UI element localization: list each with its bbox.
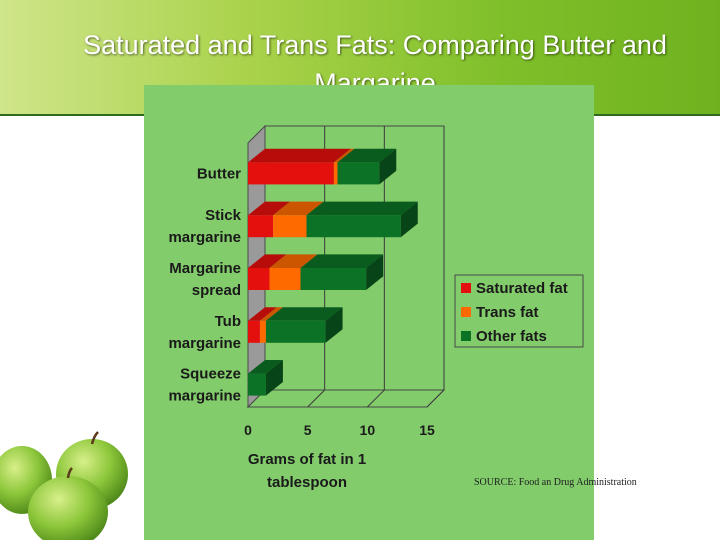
legend-swatch xyxy=(461,283,471,293)
bar-end xyxy=(265,360,283,396)
bar-segment xyxy=(248,268,270,290)
slide-title: Saturated and Trans Fats: Comparing Butt… xyxy=(83,30,667,98)
fat-comparison-chart: 0 5 10 15 Grams of fat in 1 tablespoon Butter S… xyxy=(168,124,584,491)
category-label: Stick xyxy=(205,207,242,224)
bar-segment xyxy=(248,162,334,185)
bar-segment xyxy=(259,320,266,343)
bar-top xyxy=(248,201,291,216)
x-axis-title: Grams of fat in 1 xyxy=(248,451,366,468)
bar-segment xyxy=(300,268,367,290)
bar-top xyxy=(265,307,343,321)
legend-label: Saturated fat xyxy=(476,280,568,297)
bars-layer xyxy=(248,148,418,396)
source-note: SOURCE: Food an Drug Administration xyxy=(474,477,637,488)
bar-top xyxy=(248,307,277,321)
bar-segment xyxy=(248,373,266,396)
category-label: Squeeze xyxy=(180,366,241,383)
x-tick-label: 10 xyxy=(360,422,376,438)
category-label: Tub xyxy=(215,313,241,330)
x-tick-label: 5 xyxy=(304,422,312,438)
chart-floor xyxy=(246,389,446,408)
legend-label: Other fats xyxy=(476,328,547,345)
bar-top xyxy=(259,307,283,321)
legend-swatch xyxy=(461,331,471,341)
category-label: Margarine xyxy=(169,260,241,277)
bar-segment xyxy=(248,320,260,343)
bar-end xyxy=(325,307,343,343)
x-tick-label: 15 xyxy=(419,422,435,438)
bar-segment xyxy=(269,268,301,290)
bar-top xyxy=(306,201,418,216)
bar-segment xyxy=(265,320,326,343)
bar-segment xyxy=(273,215,307,238)
bar-segment xyxy=(248,215,274,238)
green-apples-image xyxy=(0,431,128,540)
labels-layer: 0 5 10 15 Grams of fat in 1 tablespoon Butter S… xyxy=(168,165,435,491)
category-label: margarine xyxy=(168,229,241,246)
bar-top xyxy=(273,201,324,216)
bar-end xyxy=(379,148,397,185)
legend: Saturated fat Trans fat Other fats xyxy=(454,274,584,348)
category-label: margarine xyxy=(168,335,241,352)
bar-end xyxy=(400,201,418,238)
bar-top xyxy=(248,254,287,268)
bar-top xyxy=(337,148,397,163)
category-label: margarine xyxy=(168,388,241,405)
chart-panel: 0 5 10 15 Grams of fat in 1 tablespoon Butter S… xyxy=(144,85,594,540)
bar-top xyxy=(248,360,283,374)
bar-segment xyxy=(333,162,338,185)
bar-top xyxy=(248,148,351,163)
bar-end xyxy=(366,254,384,290)
category-label: spread xyxy=(192,282,241,299)
bar-top xyxy=(269,254,318,268)
gridline-floor xyxy=(366,389,385,408)
legend-swatch xyxy=(461,307,471,317)
bar-top xyxy=(333,148,355,163)
x-tick-label: 0 xyxy=(244,422,252,438)
gridline-floor xyxy=(307,389,326,408)
category-label: Butter xyxy=(197,165,241,182)
gridline-floor xyxy=(426,389,445,408)
x-axis-title: tablespoon xyxy=(267,474,347,491)
bar-segment xyxy=(337,162,380,185)
bar-top xyxy=(300,254,384,268)
bar-segment xyxy=(306,215,401,238)
legend-label: Trans fat xyxy=(476,304,539,321)
legend-box xyxy=(454,274,584,348)
